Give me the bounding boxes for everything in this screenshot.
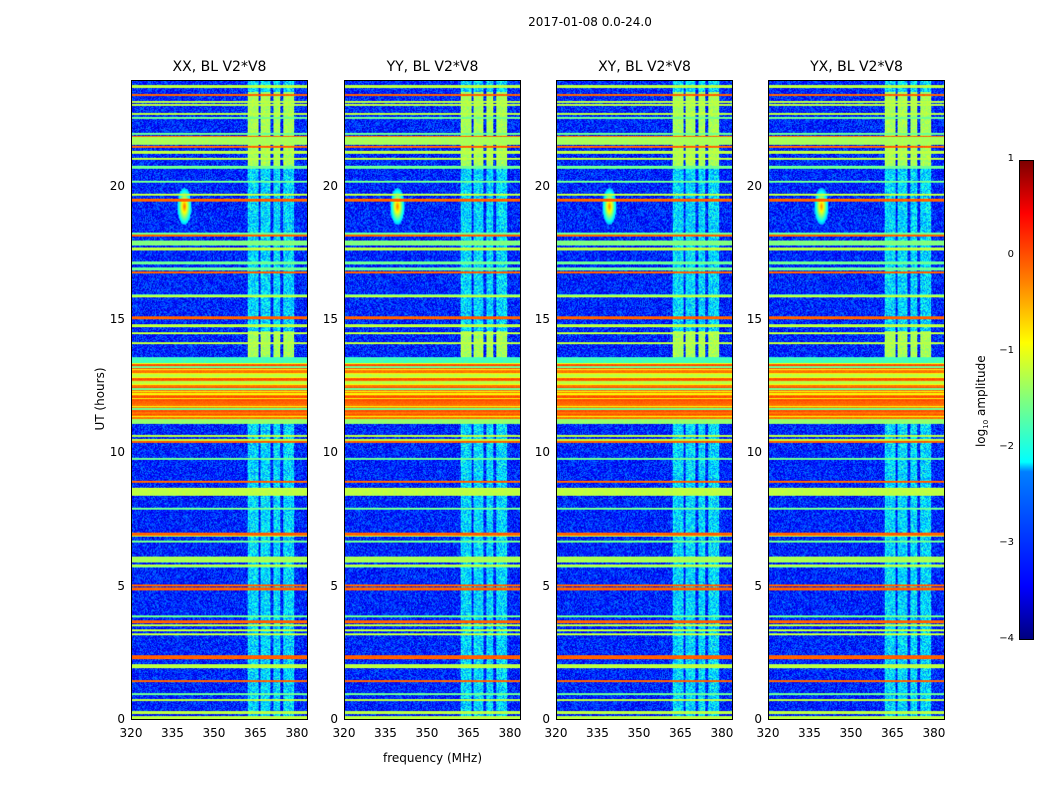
x-tick-label: 335 xyxy=(374,726,397,740)
y-tick-label: 20 xyxy=(534,178,550,193)
figure-title: 2017-01-08 0.0-24.0 xyxy=(528,15,652,29)
y-tick-label: 0 xyxy=(330,712,338,726)
y-tick-label: 10 xyxy=(746,445,762,460)
colorbar-tick-label: −2 xyxy=(999,441,1014,452)
panel-title: XX, BL V2*V8 xyxy=(172,59,267,75)
x-tick-label: 320 xyxy=(119,726,143,740)
y-tick-label: 0 xyxy=(754,712,762,726)
panel-title: YY, BL V2*V8 xyxy=(386,59,479,75)
colorbar xyxy=(1019,160,1034,640)
panel-title: XY, BL V2*V8 xyxy=(598,59,691,75)
heatmap-image xyxy=(132,81,307,719)
x-tick-label: 320 xyxy=(332,726,356,740)
x-tick-label: 380 xyxy=(285,726,309,740)
x-tick-label: 335 xyxy=(798,726,821,740)
x-axis-label: frequency (MHz) xyxy=(382,751,483,765)
x-tick-label: 350 xyxy=(202,726,226,740)
y-tick-label: 20 xyxy=(109,178,125,193)
heatmap-image xyxy=(345,81,520,719)
x-tick-label: 365 xyxy=(457,726,480,740)
panel-title: YX, BL V2*V8 xyxy=(810,59,903,75)
colorbar-tick-label: 0 xyxy=(1007,249,1014,260)
y-tick-label: 15 xyxy=(109,312,125,326)
y-tick-label: 0 xyxy=(117,712,125,726)
y-tick-label: 20 xyxy=(746,178,762,193)
y-tick-label: 10 xyxy=(322,445,338,460)
y-tick-label: 10 xyxy=(534,445,550,460)
x-tick-label: 365 xyxy=(244,726,267,740)
colorbar-tick-label: 1 xyxy=(1007,153,1014,164)
y-axis-label: UT (hours) xyxy=(93,367,107,431)
x-tick-label: 320 xyxy=(544,726,568,740)
colorbar-tick-label: −1 xyxy=(999,345,1014,356)
y-tick-label: 20 xyxy=(322,178,338,193)
y-tick-label: 10 xyxy=(109,445,125,460)
y-tick-label: 5 xyxy=(330,578,338,593)
x-tick-label: 380 xyxy=(922,726,946,740)
x-tick-label: 365 xyxy=(881,726,904,740)
colorbar-label: log10 amplitude xyxy=(973,355,991,448)
x-tick-label: 380 xyxy=(498,726,522,740)
x-tick-label: 335 xyxy=(161,726,184,740)
x-tick-label: 335 xyxy=(586,726,609,740)
y-tick-label: 15 xyxy=(746,312,762,326)
spectrogram-panel xyxy=(556,80,733,720)
x-tick-label: 320 xyxy=(756,726,780,740)
spectrogram-panel xyxy=(344,80,521,720)
heatmap-image xyxy=(769,81,944,719)
y-tick-label: 5 xyxy=(542,578,550,593)
colorbar-tick-label: −3 xyxy=(999,537,1014,548)
x-tick-label: 350 xyxy=(839,726,863,740)
spectrogram-panel xyxy=(768,80,945,720)
x-tick-label: 350 xyxy=(627,726,651,740)
x-tick-label: 365 xyxy=(669,726,692,740)
y-tick-label: 0 xyxy=(542,712,550,726)
x-tick-label: 380 xyxy=(710,726,734,740)
y-tick-label: 5 xyxy=(117,578,125,593)
spectrogram-panel xyxy=(131,80,308,720)
y-tick-label: 15 xyxy=(322,312,338,326)
y-tick-label: 15 xyxy=(534,312,550,326)
x-tick-label: 350 xyxy=(415,726,439,740)
colorbar-tick-label: −4 xyxy=(999,633,1014,644)
heatmap-image xyxy=(557,81,732,719)
y-tick-label: 5 xyxy=(754,578,762,593)
